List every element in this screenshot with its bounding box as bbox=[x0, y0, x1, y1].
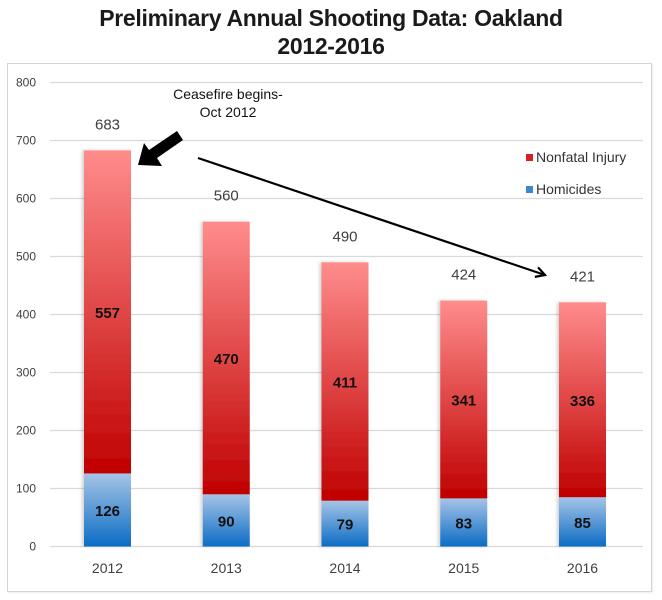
y-tick-label-200: 200 bbox=[16, 424, 36, 438]
data-label-nonfatal-2012: 557 bbox=[95, 305, 120, 322]
bar-nonfatal-2013 bbox=[202, 221, 250, 495]
y-tick-label-600: 600 bbox=[16, 192, 36, 206]
data-label-nonfatal-2016: 336 bbox=[570, 393, 595, 410]
ceasefire-arrow-icon bbox=[138, 131, 183, 166]
y-tick-label-0: 0 bbox=[29, 540, 36, 554]
data-label-total-2014: 490 bbox=[332, 228, 357, 245]
bar-homicides-2013 bbox=[202, 494, 250, 547]
y-tick-label-300: 300 bbox=[16, 366, 36, 380]
y-tick-label-500: 500 bbox=[16, 250, 36, 264]
x-tick-label-2016: 2016 bbox=[567, 560, 598, 576]
data-label-total-2015: 424 bbox=[451, 267, 476, 284]
legend-label-nonfatal-injury: Nonfatal Injury bbox=[536, 149, 626, 165]
bar-homicides-2012 bbox=[84, 473, 131, 547]
legend-swatch-homicides bbox=[526, 186, 533, 193]
data-label-nonfatal-2014: 411 bbox=[333, 374, 357, 391]
data-label-homicides-2012: 126 bbox=[95, 503, 120, 520]
bar-group-2013 bbox=[202, 221, 250, 547]
x-tick-label-2014: 2014 bbox=[329, 560, 360, 576]
bar-nonfatal-2015 bbox=[440, 300, 488, 499]
y-tick-label-700: 700 bbox=[16, 134, 36, 148]
bar-homicides-2016 bbox=[559, 497, 606, 547]
chart-title-line-2: 2012-2016 bbox=[277, 33, 385, 59]
annotation-text-line-1: Ceasefire begins- bbox=[173, 86, 283, 102]
x-tick-label-2013: 2013 bbox=[211, 560, 242, 576]
trend-arrow-icon bbox=[197, 156, 545, 275]
data-label-homicides-2013: 90 bbox=[218, 513, 235, 530]
x-tick-label-2015: 2015 bbox=[448, 560, 479, 576]
data-label-nonfatal-2013: 470 bbox=[214, 351, 239, 368]
bar-homicides-2015 bbox=[440, 498, 488, 547]
chart-title: Preliminary Annual Shooting Data: Oaklan… bbox=[0, 4, 662, 60]
data-label-homicides-2015: 83 bbox=[455, 515, 472, 532]
chart-frame bbox=[7, 63, 652, 592]
data-label-nonfatal-2015: 341 bbox=[451, 392, 476, 409]
legend-label-homicides: Homicides bbox=[536, 181, 601, 197]
data-label-homicides-2016: 85 bbox=[574, 515, 591, 532]
x-tick-label-2012: 2012 bbox=[92, 560, 123, 576]
bar-group-2016 bbox=[559, 302, 606, 547]
bar-nonfatal-2014 bbox=[321, 262, 369, 501]
chart-title-line-1: Preliminary Annual Shooting Data: Oaklan… bbox=[99, 5, 563, 31]
data-label-total-2013: 560 bbox=[214, 188, 239, 205]
y-tick-label-800: 800 bbox=[16, 76, 36, 90]
bar-group-2015 bbox=[440, 300, 488, 547]
y-tick-label-100: 100 bbox=[16, 482, 36, 496]
legend-swatch-nonfatal-injury bbox=[526, 154, 533, 161]
bar-homicides-2014 bbox=[321, 500, 369, 547]
data-label-total-2016: 421 bbox=[570, 268, 595, 285]
bar-group-2014 bbox=[321, 262, 369, 547]
bar-nonfatal-2016 bbox=[559, 302, 606, 498]
y-tick-label-400: 400 bbox=[16, 308, 36, 322]
data-label-homicides-2014: 79 bbox=[337, 517, 354, 534]
bar-nonfatal-2012 bbox=[84, 150, 131, 474]
annotation-text-line-2: Oct 2012 bbox=[200, 104, 257, 120]
data-label-total-2012: 683 bbox=[95, 116, 120, 133]
bar-group-2012 bbox=[84, 150, 131, 547]
